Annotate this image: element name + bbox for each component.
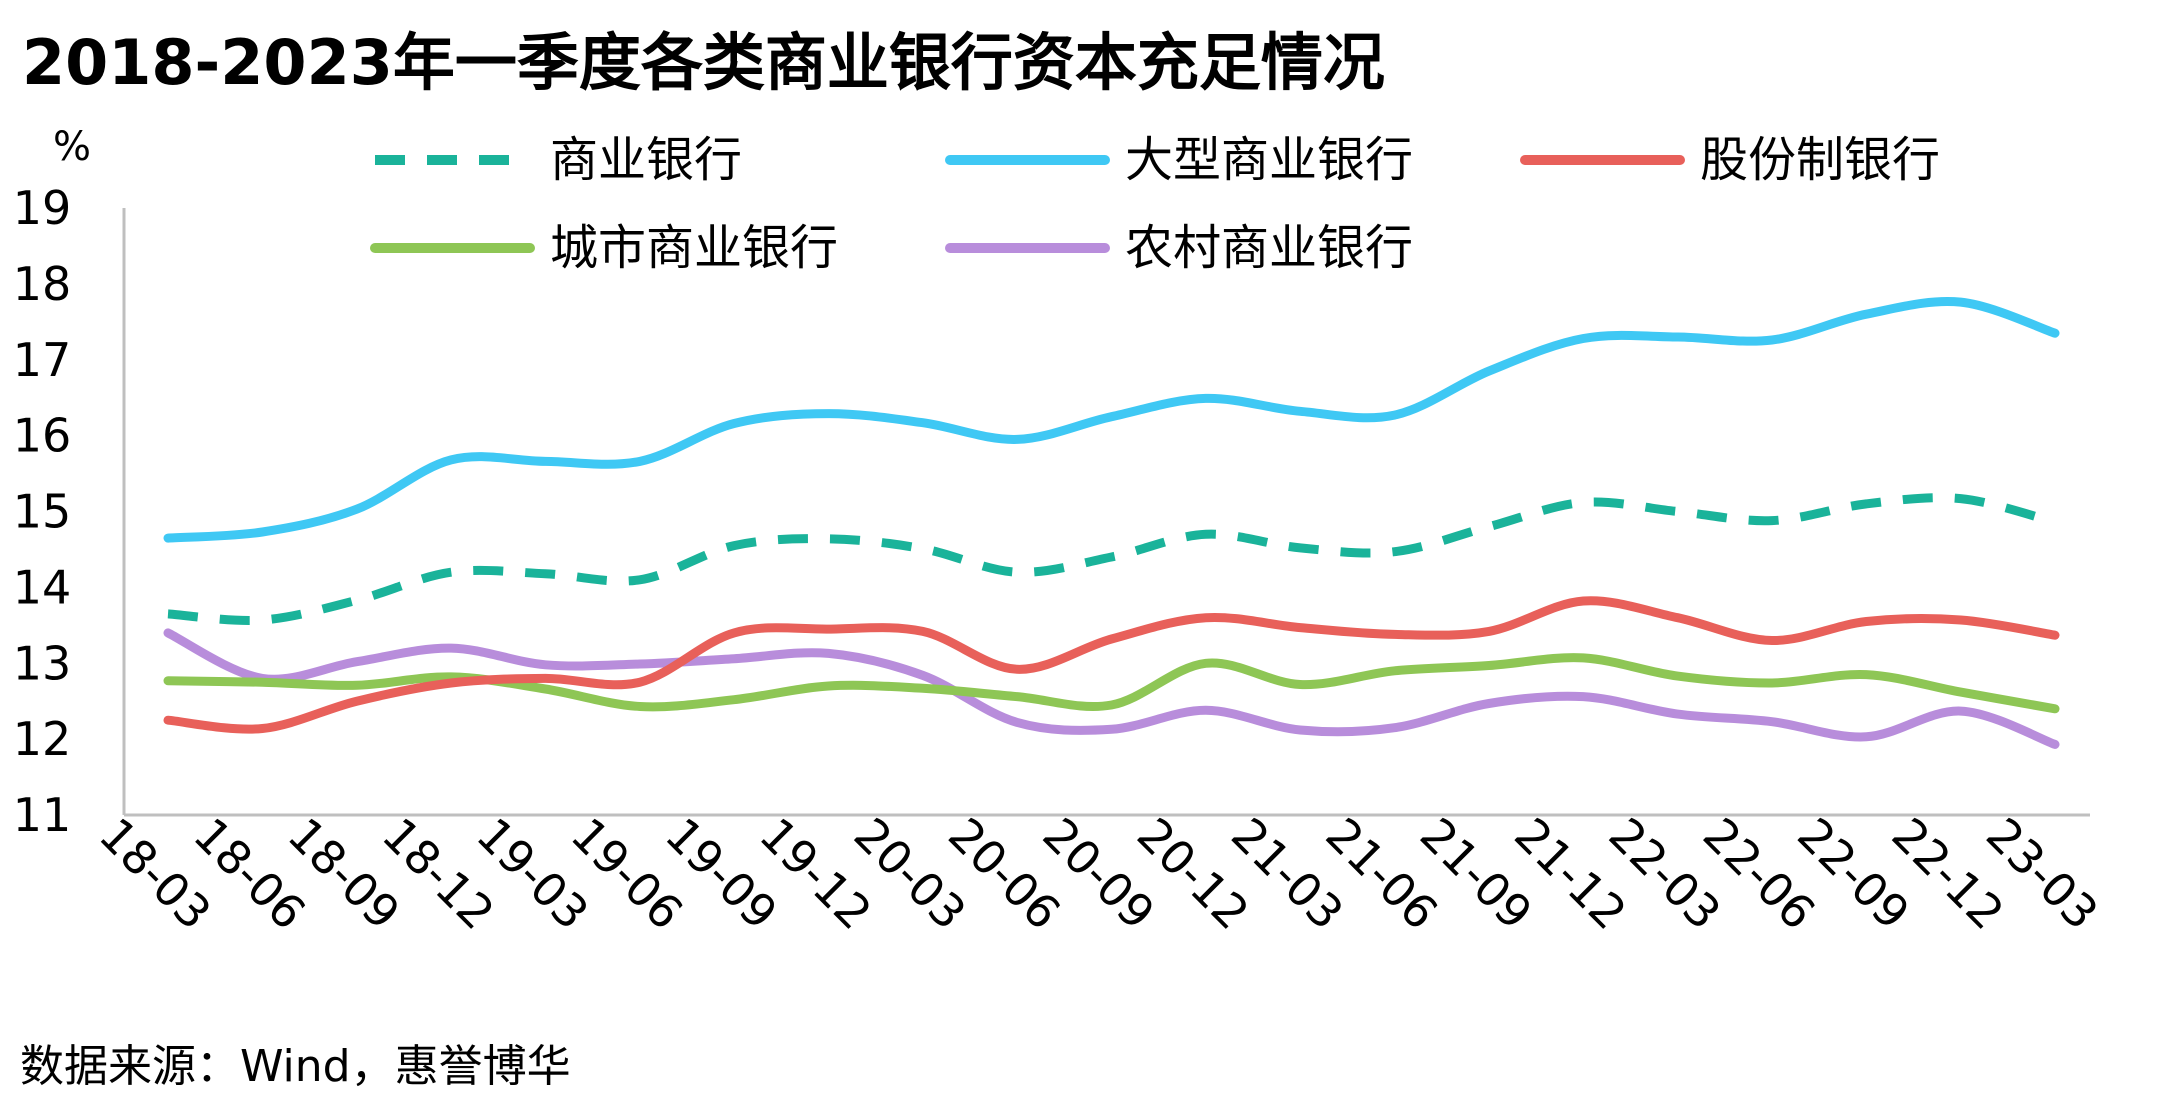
series-lines xyxy=(163,296,2060,749)
y-tick-label: 12 xyxy=(13,712,72,766)
y-tick-label: 14 xyxy=(13,560,72,614)
series-line-4 xyxy=(163,628,2060,749)
legend-label: 大型商业银行 xyxy=(1125,132,1413,188)
legend-label: 股份制银行 xyxy=(1700,132,1940,188)
legend-label: 城市商业银行 xyxy=(550,220,838,276)
source-note: 数据来源：Wind，惠誉博华 xyxy=(20,1041,571,1092)
series-line-1 xyxy=(163,296,2060,543)
axes xyxy=(122,208,2090,817)
x-axis-ticks: 18-0318-0618-0918-1219-0319-0619-0919-12… xyxy=(89,807,2109,940)
y-tick-label: 13 xyxy=(13,636,72,690)
legend-label: 商业银行 xyxy=(550,132,742,188)
y-axis-unit-label: % xyxy=(53,124,91,170)
legend-label: 农村商业银行 xyxy=(1125,220,1413,276)
y-tick-label: 15 xyxy=(13,485,72,539)
y-tick-label: 17 xyxy=(13,333,72,387)
series-line-2 xyxy=(163,596,2060,734)
chart-title: 2018-2023年一季度各类商业银行资本充足情况 xyxy=(22,26,1385,99)
y-tick-label: 16 xyxy=(13,409,72,463)
y-tick-label: 19 xyxy=(13,181,72,235)
series-line-0 xyxy=(167,493,2057,625)
y-tick-label: 18 xyxy=(13,257,72,311)
y-tick-label: 11 xyxy=(13,788,72,842)
y-axis-ticks: 11 12 13 14 15 16 17 18 19 xyxy=(13,181,72,842)
